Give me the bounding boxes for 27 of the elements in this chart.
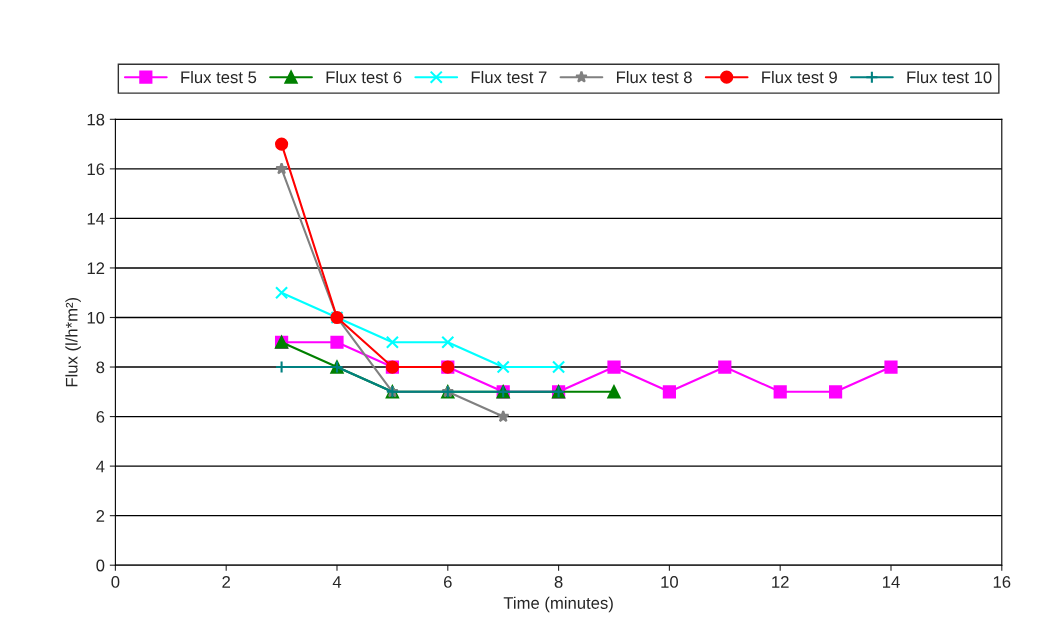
y-tick-label: 10 [87, 311, 105, 324]
y-tick-label: 8 [96, 361, 105, 374]
y-tick-label: 0 [96, 559, 105, 572]
x-tick-label: 6 [444, 576, 452, 588]
x-tick-label: 16 [993, 576, 1011, 588]
y-axis-title: Flux (l/h*m²) [65, 297, 81, 387]
y-tick-label: 2 [96, 510, 105, 522]
y-tick-label: 4 [96, 460, 105, 473]
legend-label: Flux test 6 [326, 70, 402, 84]
x-tick-label: 14 [883, 576, 900, 588]
y-tick-label: 12 [87, 262, 105, 274]
legend-label: Flux test 8 [616, 70, 692, 84]
legend-label: Flux test 5 [181, 70, 257, 84]
x-tick-label: 4 [332, 576, 342, 588]
y-tick-label: 14 [87, 212, 105, 225]
x-tick-label: 2 [222, 576, 230, 588]
x-axis-title: Time (minutes) [503, 596, 613, 613]
legend-label: Flux test 9 [762, 70, 837, 84]
x-tick-label: 8 [554, 576, 563, 588]
x-tick-label: 10 [661, 576, 679, 588]
y-tick-label: 6 [96, 410, 105, 423]
legend-label: Flux test 10 [907, 70, 992, 84]
legend-label: Flux test 7 [471, 70, 547, 84]
y-tick-label: 16 [87, 163, 105, 176]
y-tick-label: 18 [87, 113, 105, 126]
x-tick-label: 12 [772, 576, 789, 588]
x-tick-label: 0 [111, 576, 120, 588]
